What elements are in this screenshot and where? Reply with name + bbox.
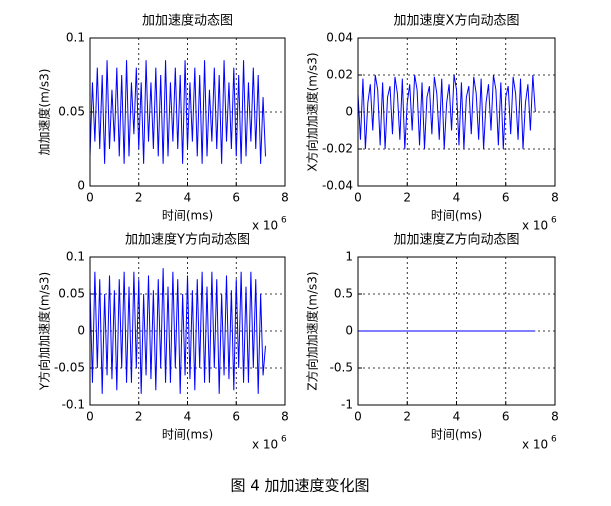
x-tick-label: 8 <box>551 191 559 205</box>
x-tick-label: 6 <box>232 191 240 205</box>
y-tick-label: 0.05 <box>58 287 85 301</box>
chart-title: 加加速度X方向动态图 <box>394 13 520 29</box>
y-tick-label: -1 <box>341 398 353 412</box>
y-axis-label: 加加速度(m/s3) <box>37 69 52 156</box>
y-tick-label: 0.1 <box>66 250 85 264</box>
x-tick-label: 2 <box>135 410 143 424</box>
y-tick-label: 1 <box>345 250 353 264</box>
y-tick-label: 0 <box>77 179 85 193</box>
x-offset-exponent: 6 <box>551 435 557 445</box>
x-tick-label: 8 <box>551 410 559 424</box>
x-tick-label: 0 <box>86 191 94 205</box>
data-line <box>89 60 266 164</box>
x-axis-label: 时间(ms) <box>431 209 482 223</box>
x-offset-text: x 10 <box>252 438 278 452</box>
y-tick-label: 0 <box>345 105 353 119</box>
axes-box <box>357 37 556 187</box>
data-line <box>89 268 266 394</box>
x-tick-label: 4 <box>453 191 461 205</box>
y-axis-label: Z方向加加速度(m/s3) <box>305 271 320 390</box>
data-line <box>357 74 536 150</box>
chart-title: 加加速度Z方向动态图 <box>394 232 520 248</box>
y-tick-label: -0.04 <box>322 179 353 193</box>
y-axis-label: Y方向加加速度(m/s3) <box>37 272 52 391</box>
x-tick-label: 6 <box>232 410 240 424</box>
x-offset-exponent: 6 <box>281 435 287 445</box>
x-tick-label: 8 <box>281 191 289 205</box>
y-tick-label: -0.1 <box>62 398 85 412</box>
x-offset-text: x 10 <box>252 219 278 233</box>
y-tick-label: 0.02 <box>326 68 353 82</box>
x-tick-label: 4 <box>184 410 192 424</box>
x-axis-label: 时间(ms) <box>162 209 213 223</box>
axes-box <box>89 256 286 406</box>
y-axis-label: X方向加加速度(m/s3) <box>305 52 320 171</box>
figure-caption: 图 4 加加速度变化图 <box>230 477 369 495</box>
x-axis-label: 时间(ms) <box>162 428 213 442</box>
x-tick-label: 0 <box>86 410 94 424</box>
x-axis-label: 时间(ms) <box>431 428 482 442</box>
x-tick-label: 0 <box>354 191 362 205</box>
axes-box <box>89 37 286 187</box>
y-tick-label: -0.5 <box>330 361 353 375</box>
x-tick-label: 6 <box>502 191 510 205</box>
x-tick-label: 8 <box>281 410 289 424</box>
axes-box <box>357 256 556 406</box>
x-tick-label: 4 <box>184 191 192 205</box>
chart-title: 加加速度Y方向动态图 <box>125 232 250 248</box>
y-tick-label: -0.02 <box>322 142 353 156</box>
x-tick-label: 4 <box>453 410 461 424</box>
y-tick-label: 0.5 <box>334 287 353 301</box>
x-offset-text: x 10 <box>522 438 548 452</box>
x-offset-text: x 10 <box>522 219 548 233</box>
y-tick-label: 0.05 <box>58 105 85 119</box>
x-tick-label: 2 <box>403 410 411 424</box>
x-tick-label: 2 <box>403 191 411 205</box>
x-offset-exponent: 6 <box>281 216 287 226</box>
y-tick-label: 0 <box>345 324 353 338</box>
x-tick-label: 0 <box>354 410 362 424</box>
y-tick-label: 0.04 <box>326 31 353 45</box>
x-tick-label: 2 <box>135 191 143 205</box>
x-tick-label: 6 <box>502 410 510 424</box>
x-offset-exponent: 6 <box>551 216 557 226</box>
y-tick-label: 0 <box>77 324 85 338</box>
y-tick-label: 0.1 <box>66 31 85 45</box>
y-tick-label: -0.05 <box>54 361 85 375</box>
chart-title: 加加速度动态图 <box>142 13 233 29</box>
